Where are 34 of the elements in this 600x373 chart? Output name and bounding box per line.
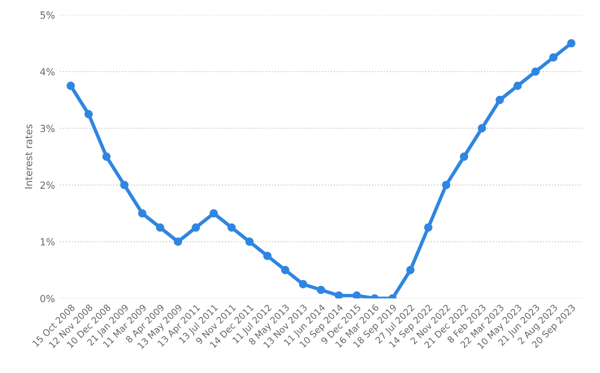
point [174,238,182,246]
point [102,152,111,161]
point [352,291,361,298]
point [281,266,290,274]
point [192,223,200,232]
point [549,53,558,62]
y-tick-label: 1% [40,238,55,246]
point [478,124,486,132]
y-tick-label: 0% [40,294,55,302]
point [298,280,308,288]
point [120,180,129,190]
point [531,67,540,76]
point [442,180,450,190]
point [263,252,272,260]
y-tick-label: 4% [40,68,55,76]
point [424,223,432,232]
point [567,39,576,48]
point [245,238,254,246]
point [460,152,468,161]
y-tick-label: 2% [40,181,55,189]
point [334,291,344,298]
point [156,223,164,232]
y-tick-label: 5% [40,11,55,19]
point [138,209,146,218]
point [66,82,75,90]
point [84,110,93,118]
point [210,209,218,218]
point [316,286,326,294]
y-axis-title: Interest rates [25,124,32,188]
point [513,82,522,90]
point [227,223,236,232]
point [496,96,504,104]
point [406,266,415,274]
y-tick-label: 3% [40,124,55,132]
